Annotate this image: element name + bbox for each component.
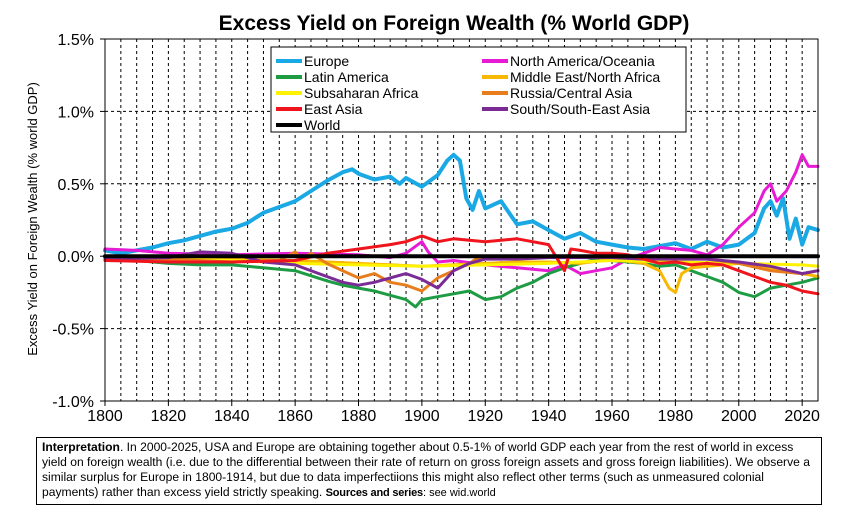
x-tick-label: 1880 bbox=[341, 408, 377, 425]
x-tick-label: 1960 bbox=[594, 408, 630, 425]
legend-label: South/South-East Asia bbox=[510, 101, 650, 117]
x-tick-label: 1980 bbox=[658, 408, 694, 425]
legend-box bbox=[270, 46, 687, 133]
y-tick-label: 1.0% bbox=[58, 104, 94, 121]
sources-label: Sources and series bbox=[325, 487, 423, 499]
legend-label: East Asia bbox=[304, 101, 363, 117]
x-tick-label: 1860 bbox=[277, 408, 313, 425]
legend-label: Russia/Central Asia bbox=[510, 85, 632, 101]
legend-label: Latin America bbox=[304, 69, 389, 85]
y-axis-label: Excess Yield on Foreign Wealth (% world … bbox=[25, 82, 40, 356]
legend-label: Europe bbox=[304, 53, 349, 69]
y-tick-label: -0.5% bbox=[52, 322, 94, 339]
x-tick-label: 1940 bbox=[531, 408, 567, 425]
series-line-europe bbox=[103, 152, 820, 256]
series-line-east-asia bbox=[103, 234, 820, 296]
plot-frame bbox=[104, 38, 819, 402]
chart: Excess Yield on Foreign Wealth (% World … bbox=[25, 12, 820, 425]
y-tick-label: 0.5% bbox=[58, 177, 94, 194]
x-tick-label: 2020 bbox=[784, 408, 820, 425]
chart-title: Excess Yield on Foreign Wealth (% World … bbox=[219, 12, 690, 35]
x-tick-label: 2000 bbox=[721, 408, 757, 425]
legend-label: Middle East/North Africa bbox=[510, 69, 660, 85]
x-tick-label: 1900 bbox=[404, 408, 440, 425]
series-line-south-south-east-asia bbox=[103, 250, 820, 290]
legend-label: World bbox=[304, 117, 340, 133]
series-layer bbox=[103, 152, 820, 309]
x-tick-label: 1920 bbox=[467, 408, 503, 425]
x-tick-label: 1800 bbox=[87, 408, 123, 425]
x-tick-label: 1820 bbox=[151, 408, 187, 425]
x-tick-label: 1840 bbox=[214, 408, 250, 425]
y-tick-label: 1.5% bbox=[58, 32, 94, 49]
y-tick-label: 0.0% bbox=[58, 249, 94, 266]
legend-label: Subsaharan Africa bbox=[304, 85, 419, 101]
sources-text: : see wid.world bbox=[422, 487, 496, 499]
interpretation-text: . In 2000-2025, USA and Europe are obtai… bbox=[42, 440, 810, 499]
axis-layer: 1800 1820 1840 1860 1880 1900 1920 1940 1960 1980… bbox=[52, 32, 820, 425]
interpretation-note: Interpretation. In 2000-2025, USA and Eu… bbox=[36, 437, 822, 505]
legend-label: North America/Oceania bbox=[510, 53, 655, 69]
interpretation-label: Interpretation bbox=[42, 440, 120, 454]
series-line-latin-america bbox=[103, 257, 820, 309]
y-tick-label: -1.0% bbox=[52, 394, 94, 411]
